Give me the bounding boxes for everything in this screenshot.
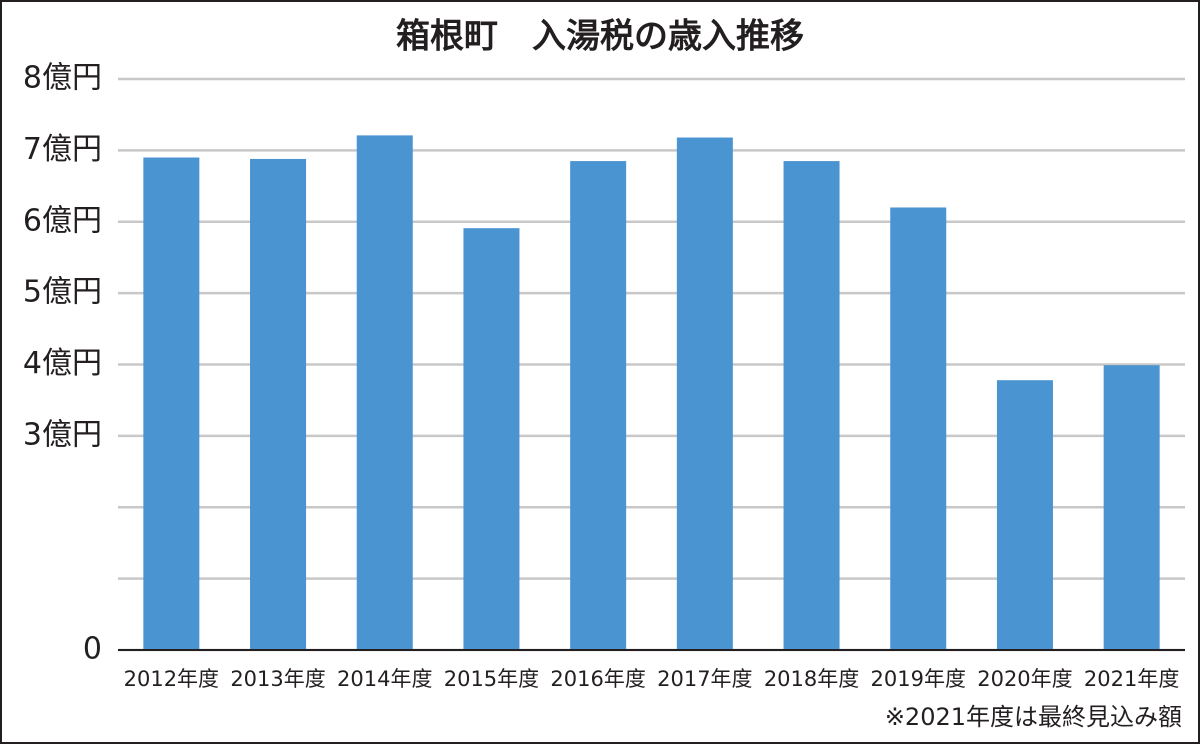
x-tick-label: 2016年度 xyxy=(550,667,645,691)
chart-title: 箱根町 入湯税の歳入推移 xyxy=(396,17,804,57)
y-tick-label: 5億円 xyxy=(23,275,102,310)
x-tick-label: 2018年度 xyxy=(764,667,859,691)
x-tick-label: 2021年度 xyxy=(1084,667,1179,691)
x-tick-label: 2012年度 xyxy=(124,667,219,691)
y-tick-label: 4億円 xyxy=(23,346,102,381)
x-tick-label: 2014年度 xyxy=(337,667,432,691)
bar xyxy=(143,157,200,650)
y-tick-label: 8億円 xyxy=(23,61,102,96)
bar xyxy=(570,161,627,651)
bar xyxy=(996,380,1053,650)
x-tick-label: 2017年度 xyxy=(657,667,752,691)
note: ※2021年度は最終見込み額 xyxy=(885,703,1182,731)
bar xyxy=(1103,365,1160,650)
y-tick-label: 6億円 xyxy=(23,203,102,238)
bar xyxy=(356,135,413,651)
bar xyxy=(676,137,733,651)
x-tick-label: 2013年度 xyxy=(230,667,325,691)
bar xyxy=(463,228,520,650)
y-tick-label: 7億円 xyxy=(23,132,102,167)
bar xyxy=(783,161,840,651)
x-tick-label: 2019年度 xyxy=(871,667,966,691)
bar xyxy=(250,158,307,650)
x-tick-label: 2015年度 xyxy=(444,667,539,691)
x-tick-label: 2020年度 xyxy=(977,667,1072,691)
bar xyxy=(890,207,947,650)
y-tick-label: 3億円 xyxy=(23,417,102,452)
y-tick-label: 0 xyxy=(83,632,102,667)
